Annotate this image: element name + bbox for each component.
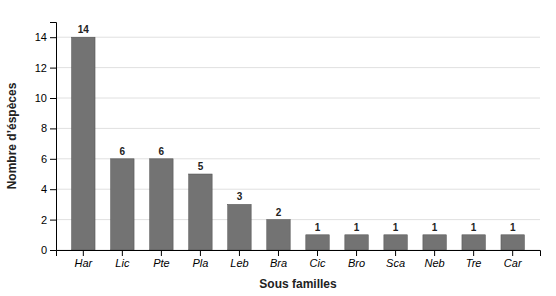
plot-area: 14 6 6 5 3 2 1 1 1 1 1 1 Har Lic Pte Pla Leb Bra Cic Bro Sca… [35, 23, 541, 269]
bar [306, 235, 329, 250]
grid-line [56, 67, 540, 68]
y-tick-label: 4 [41, 183, 47, 195]
x-tick: Pla [192, 250, 208, 269]
x-tick-mark [395, 250, 396, 256]
y-tick: 4 [41, 183, 56, 195]
bar [72, 37, 95, 250]
grid [56, 37, 540, 250]
bar [267, 220, 290, 250]
x-tick-label: Pla [192, 257, 208, 269]
y-tick-mark [50, 128, 56, 129]
x-tick-label: Lic [115, 257, 130, 269]
data-label: 1 [510, 222, 516, 233]
x-axis-title: Sous familles [259, 277, 337, 291]
x-tick: Bro [348, 250, 365, 269]
y-tick-label: 14 [35, 31, 47, 43]
x-tick-mark [356, 250, 357, 256]
grid-line [56, 128, 540, 129]
y-tick-label: 6 [41, 153, 47, 165]
data-label: 5 [198, 161, 204, 172]
data-label: 1 [432, 222, 438, 233]
bar [462, 235, 485, 250]
bar [501, 235, 524, 250]
bar [423, 235, 446, 250]
x-tick: Leb [230, 250, 248, 269]
data-label: 14 [78, 24, 90, 35]
x-tick-mark [200, 250, 201, 256]
x-tick-label: Bra [270, 257, 287, 269]
y-axis: 0 2 4 6 8 10 12 14 [35, 23, 57, 257]
bar [111, 159, 134, 250]
y-tick-mark [50, 68, 56, 69]
bar [345, 235, 368, 250]
x-axis: Har Lic Pte Pla Leb Bra Cic Bro Sca Neb Tre Car [57, 250, 541, 269]
y-tick-mark [50, 189, 56, 190]
x-tick: Pte [153, 250, 170, 269]
x-tick-label: Cic [310, 257, 326, 269]
y-tick-label: 10 [35, 92, 47, 104]
bar [228, 204, 251, 250]
x-tick-label: Leb [230, 257, 248, 269]
y-axis-line [50, 23, 57, 251]
x-tick: Har [74, 250, 93, 269]
x-tick: Tre [466, 250, 482, 269]
y-tick: 0 [41, 244, 56, 256]
y-tick-mark [50, 98, 56, 99]
x-tick-label: Bro [348, 257, 365, 269]
x-tick-mark [161, 250, 162, 256]
x-tick: Bra [270, 250, 287, 269]
x-tick-mark [317, 250, 318, 256]
x-tick-mark [512, 250, 513, 256]
x-tick: Neb [425, 250, 445, 269]
y-tick: 10 [35, 92, 56, 104]
y-tick-mark [50, 159, 56, 160]
y-tick: 14 [35, 31, 56, 43]
grid-line [56, 37, 540, 38]
y-tick-label: 8 [41, 122, 47, 134]
y-tick: 12 [35, 62, 56, 74]
y-tick-label: 12 [35, 62, 47, 74]
x-tick: Car [504, 250, 523, 269]
grid-line [56, 98, 540, 99]
x-tick-mark [122, 250, 123, 256]
y-tick-mark [50, 250, 56, 251]
x-tick-label: Tre [466, 257, 482, 269]
x-tick-label: Neb [425, 257, 445, 269]
bar [384, 235, 407, 250]
x-tick-mark [473, 250, 474, 256]
chart-svg: 14 6 6 5 3 2 1 1 1 1 1 1 Har Lic Pte Pla Leb Bra Cic Bro Sca… [0, 0, 556, 296]
bar [189, 174, 212, 250]
x-tick-label: Har [74, 257, 93, 269]
data-label: 1 [471, 222, 477, 233]
x-tick-mark [434, 250, 435, 256]
x-tick: Lic [115, 250, 130, 269]
x-tick-mark [278, 250, 279, 256]
data-label: 2 [276, 207, 282, 218]
data-label: 1 [354, 222, 360, 233]
data-label: 1 [393, 222, 399, 233]
data-label: 3 [237, 191, 243, 202]
x-tick: Sca [386, 250, 405, 269]
y-tick: 2 [41, 214, 56, 226]
data-label: 1 [315, 222, 321, 233]
bars [72, 37, 525, 250]
data-labels: 14 6 6 5 3 2 1 1 1 1 1 1 [78, 24, 516, 233]
y-tick-mark [50, 220, 56, 221]
x-tick-mark [83, 250, 84, 256]
y-tick: 6 [41, 153, 56, 165]
y-tick-mark [50, 37, 56, 38]
y-axis-title: Nombre d’éspèces [5, 82, 19, 189]
x-tick: Cic [310, 250, 326, 269]
y-tick: 8 [41, 122, 56, 134]
x-axis-line [57, 251, 541, 257]
y-tick-label: 0 [41, 244, 47, 256]
bar [150, 159, 173, 250]
x-tick-label: Pte [153, 257, 170, 269]
x-tick-label: Sca [386, 257, 405, 269]
data-label: 6 [159, 146, 165, 157]
x-tick-mark [239, 250, 240, 256]
x-tick-label: Car [504, 257, 523, 269]
data-label: 6 [120, 146, 126, 157]
y-tick-label: 2 [41, 214, 47, 226]
